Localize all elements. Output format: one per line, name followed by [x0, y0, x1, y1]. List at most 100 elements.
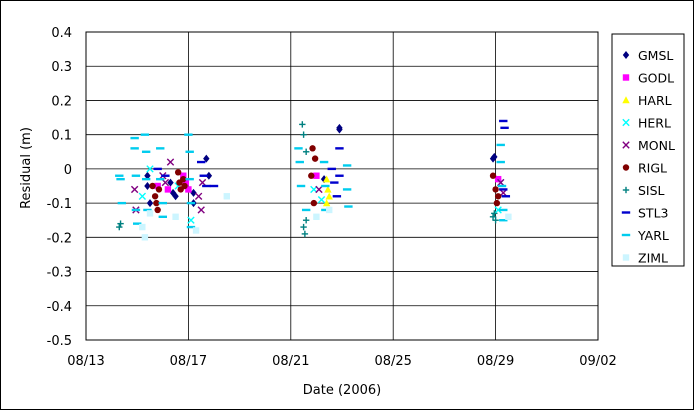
data-point-gmsl	[144, 182, 151, 190]
legend-marker-monl	[622, 141, 630, 149]
data-point-ziml	[172, 213, 179, 220]
data-point-sisl	[116, 223, 123, 231]
legend-marker-herl	[622, 118, 630, 127]
x-tick-label: 09/02	[579, 354, 616, 369]
x-tick-label: 08/25	[374, 354, 411, 369]
y-tick-label: 0	[64, 163, 72, 178]
series-harl	[322, 175, 333, 207]
data-point-harl	[324, 185, 332, 193]
data-point-ziml	[146, 210, 154, 217]
data-point-rigl	[308, 172, 315, 179]
data-point-rigl	[153, 199, 160, 207]
data-point-rigl	[174, 169, 182, 176]
data-point-sisl	[299, 121, 306, 128]
y-tick-label: 0.4	[51, 26, 72, 41]
y-axis-label: Residual (m)	[19, 127, 34, 209]
data-point-rigl	[155, 186, 163, 193]
data-point-rigl	[180, 175, 187, 183]
data-point-monl	[197, 206, 205, 214]
legend-label-rigl: RIGL	[638, 161, 667, 176]
legend-label-sisl: SISL	[638, 183, 665, 198]
x-tick-label: 08/17	[170, 354, 207, 369]
data-point-godl	[313, 172, 320, 179]
data-point-herl	[317, 195, 326, 204]
y-tick-label: -0.3	[47, 266, 72, 281]
data-point-monl	[194, 192, 203, 200]
legend-label-monl: MONL	[638, 138, 675, 153]
x-tick-label: 08/29	[477, 354, 514, 369]
legend-box	[611, 33, 685, 267]
data-point-sisl	[117, 220, 124, 227]
data-point-ziml	[139, 223, 146, 231]
legend-marker-godl	[622, 74, 630, 81]
data-point-gmsl	[205, 171, 213, 180]
data-point-gmsl	[336, 125, 343, 134]
data-point-harl	[325, 192, 333, 200]
y-tick-label: 0.3	[51, 60, 72, 75]
data-point-sisl	[491, 210, 498, 217]
data-point-harl	[322, 175, 331, 183]
legend: GMSL GODL HARL HERL MONL RIGL SISL STL3 YARL ZIML	[611, 33, 685, 267]
data-point-rigl	[489, 172, 497, 179]
data-point-rigl	[309, 145, 316, 152]
data-point-sisl	[489, 213, 497, 220]
data-point-ziml	[141, 234, 149, 241]
data-point-gmsl	[491, 152, 498, 161]
data-point-sisl	[302, 217, 310, 224]
data-point-herl	[187, 216, 195, 224]
data-point-gmsl	[190, 188, 197, 197]
legend-label-gmsl: GMSL	[638, 48, 673, 63]
legend-marker-ziml	[622, 254, 630, 261]
data-point-gmsl	[144, 171, 151, 180]
y-tick-label: 0.2	[51, 94, 72, 109]
data-point-sisl	[302, 148, 310, 155]
data-point-godl	[185, 186, 192, 193]
y-tick-label: -0.4	[47, 300, 72, 315]
data-point-rigl	[181, 182, 188, 190]
data-point-gmsl	[146, 199, 154, 208]
data-point-herl	[138, 192, 147, 200]
x-tick-label: 08/13	[67, 354, 104, 369]
data-point-monl	[315, 185, 323, 194]
data-point-ziml	[192, 227, 200, 234]
data-point-godl	[182, 179, 190, 186]
data-point-herl	[146, 165, 154, 173]
legend-marker-sisl	[622, 186, 630, 194]
data-point-rigl	[149, 182, 156, 190]
data-point-ziml	[326, 206, 333, 214]
data-point-ziml	[223, 193, 230, 200]
data-point-gmsl	[203, 154, 210, 163]
legend-label-yarl: YARL	[637, 228, 669, 243]
x-axis-label: Date (2006)	[303, 383, 381, 398]
y-tick-label: -0.1	[47, 197, 72, 212]
data-point-rigl	[492, 186, 499, 193]
series-rigl	[149, 145, 502, 214]
axis-layer: 0.4 0.3 0.2 0.1 0 -0.1 -0.2 -0.3 -0.4 -0.5 08/13 08…	[47, 26, 617, 369]
data-point-ziml	[505, 213, 512, 220]
legend-label-godl: GODL	[638, 71, 674, 86]
data-point-rigl	[154, 206, 161, 214]
data-point-monl	[130, 185, 139, 194]
data-point-ziml	[313, 213, 320, 220]
data-point-rigl	[311, 155, 319, 162]
data-point-rigl	[494, 193, 502, 200]
data-point-sisl	[300, 223, 307, 231]
y-tick-label: -0.2	[47, 231, 72, 246]
y-tick-label: -0.5	[47, 334, 72, 349]
data-point-harl	[322, 199, 331, 207]
data-point-rigl	[310, 199, 318, 207]
data-point-rigl	[493, 199, 501, 207]
legend-label-harl: HARL	[638, 93, 672, 108]
x-tick-label: 08/21	[272, 354, 309, 369]
data-point-gmsl	[172, 192, 179, 201]
series-ziml	[139, 193, 512, 241]
data-point-godl	[164, 186, 172, 193]
plot-area-frame	[85, 31, 599, 341]
data-point-monl	[497, 178, 505, 187]
legend-marker-harl	[622, 96, 630, 104]
legend-label-ziml: ZIML	[638, 251, 668, 266]
data-point-gmsl	[167, 178, 174, 187]
